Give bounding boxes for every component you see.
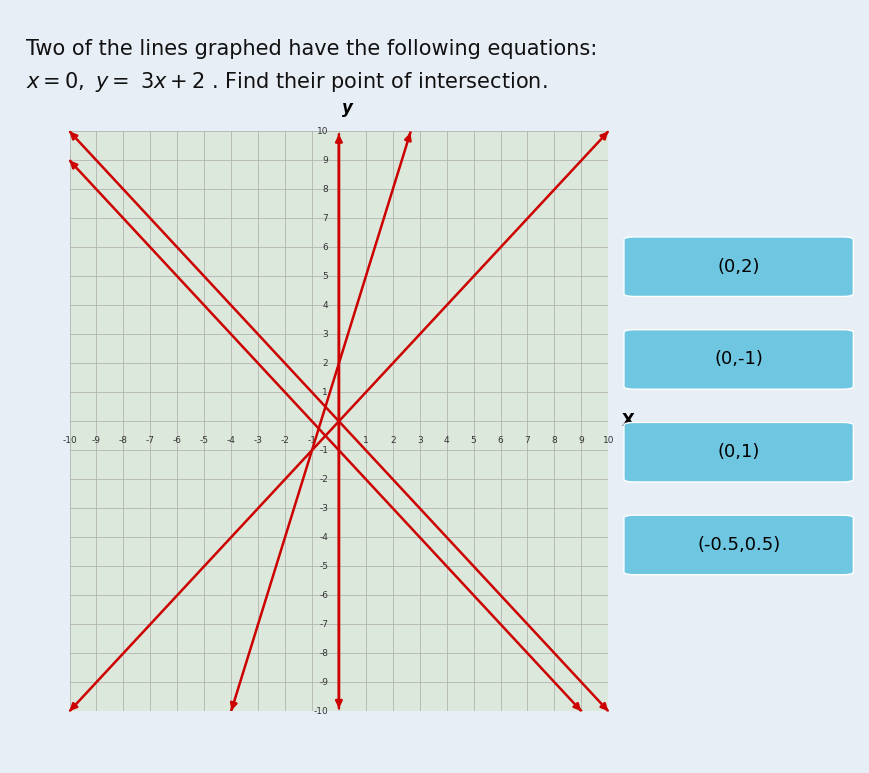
Text: 4: 4 [322,301,328,310]
Text: $x = 0$$,\ y = \ 3x + 2$ . Find their point of intersection.: $x = 0$$,\ y = \ 3x + 2$ . Find their po… [26,70,547,94]
FancyBboxPatch shape [624,237,853,296]
Text: -3: -3 [319,504,328,512]
Text: -10: -10 [63,436,76,444]
Text: X: X [622,412,634,431]
Text: 10: 10 [316,127,328,136]
Text: 7: 7 [525,436,530,444]
Text: 3: 3 [322,330,328,339]
Text: -1: -1 [308,436,316,444]
Text: 4: 4 [444,436,449,444]
Text: -6: -6 [173,436,182,444]
Text: 10: 10 [602,436,614,444]
Text: -8: -8 [119,436,128,444]
Text: -2: -2 [319,475,328,484]
Text: -10: -10 [314,707,328,716]
Text: -1: -1 [319,446,328,455]
Text: -8: -8 [319,649,328,658]
Text: -2: -2 [281,436,289,444]
Text: -3: -3 [254,436,262,444]
Text: -4: -4 [319,533,328,542]
FancyBboxPatch shape [624,422,853,482]
Text: 1: 1 [363,436,368,444]
Text: -7: -7 [146,436,155,444]
Text: Two of the lines graphed have the following equations:: Two of the lines graphed have the follow… [26,39,597,59]
Text: 1: 1 [322,388,328,397]
Text: 5: 5 [471,436,476,444]
Text: 9: 9 [322,156,328,165]
Text: 6: 6 [498,436,503,444]
Text: (-0.5,0.5): (-0.5,0.5) [697,536,780,554]
Text: -5: -5 [319,562,328,570]
Text: -6: -6 [319,591,328,600]
Text: (0,2): (0,2) [718,257,760,276]
Text: 7: 7 [322,214,328,223]
Text: -9: -9 [92,436,101,444]
Text: 6: 6 [322,243,328,252]
Text: (0,-1): (0,-1) [714,350,763,369]
Text: 3: 3 [417,436,422,444]
Text: 2: 2 [322,359,328,368]
Text: -7: -7 [319,620,328,628]
Text: 9: 9 [579,436,584,444]
Text: 5: 5 [322,272,328,281]
FancyBboxPatch shape [624,329,853,390]
Text: (0,1): (0,1) [718,443,760,461]
FancyBboxPatch shape [624,515,853,574]
Text: -9: -9 [319,678,328,686]
Text: 8: 8 [552,436,557,444]
Text: y: y [342,99,353,117]
Text: -5: -5 [200,436,209,444]
Text: 2: 2 [390,436,395,444]
Text: -4: -4 [227,436,235,444]
Text: 8: 8 [322,185,328,194]
